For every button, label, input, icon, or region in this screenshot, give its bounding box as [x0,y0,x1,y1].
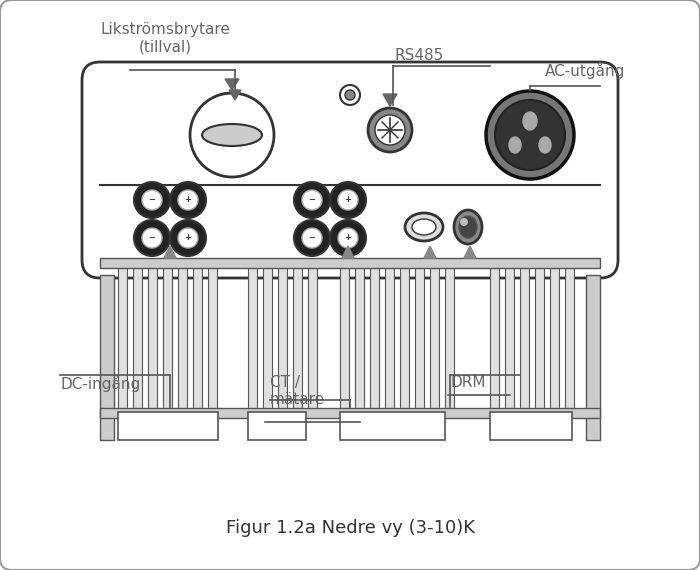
Ellipse shape [412,219,436,235]
Polygon shape [464,246,476,258]
Bar [100,275,114,440]
Bar [148,260,157,410]
Circle shape [330,220,366,256]
Bar [178,260,187,410]
Bar [400,260,409,410]
Bar [293,260,302,410]
Circle shape [294,182,330,218]
Bar [370,260,379,410]
Bar [535,260,544,410]
Circle shape [338,228,358,248]
Circle shape [340,85,360,105]
Polygon shape [229,90,241,100]
Circle shape [134,182,170,218]
Bar [490,260,499,410]
Circle shape [302,190,322,210]
Text: DC-ingång: DC-ingång [60,375,140,392]
Text: RS485: RS485 [395,48,444,63]
Circle shape [330,182,366,218]
Circle shape [170,220,206,256]
Bar [208,260,217,410]
Bar [520,260,529,410]
Bar [550,260,559,410]
Bar [385,260,394,410]
Text: CT /
mätare: CT / mätare [270,375,325,408]
Bar [133,260,142,410]
Bar [445,260,454,410]
Circle shape [345,90,355,100]
Bar [263,260,272,410]
Ellipse shape [454,210,482,244]
Bar [100,408,600,418]
Bar [193,260,202,410]
Text: DRM: DRM [450,375,486,390]
Bar [415,260,424,410]
FancyBboxPatch shape [82,62,618,278]
Text: −: − [309,196,316,205]
Text: +: + [344,196,351,205]
Text: AC-utgång: AC-utgång [545,62,625,79]
Polygon shape [383,94,397,106]
Bar [490,412,572,440]
Circle shape [375,115,405,145]
Circle shape [178,228,198,248]
Circle shape [302,228,322,248]
Circle shape [338,190,358,210]
Bar [163,260,172,410]
Bar [430,260,439,410]
Circle shape [495,100,565,170]
Bar [565,260,574,410]
Bar [505,260,514,410]
Ellipse shape [509,137,521,153]
Circle shape [294,220,330,256]
Ellipse shape [539,137,551,153]
Polygon shape [164,246,176,258]
Circle shape [190,93,274,177]
Ellipse shape [405,213,443,241]
Bar [118,412,218,440]
Text: −: − [309,234,316,242]
Bar [308,260,317,410]
Bar [118,260,127,410]
Bar [340,260,349,410]
Bar [248,412,306,440]
Ellipse shape [459,216,477,238]
Circle shape [486,91,574,179]
Polygon shape [342,246,354,258]
Circle shape [368,108,412,152]
Bar [278,260,287,410]
Circle shape [134,220,170,256]
Circle shape [170,182,206,218]
Circle shape [178,190,198,210]
Text: −: − [148,234,155,242]
Text: Likströmsbrytare
(tillval): Likströmsbrytare (tillval) [100,22,230,54]
Bar [340,412,445,440]
Polygon shape [225,79,239,90]
Text: −: − [148,196,155,205]
Text: +: + [185,234,192,242]
Bar [100,258,600,268]
Bar [355,260,364,410]
Ellipse shape [202,124,262,146]
Ellipse shape [523,112,537,130]
Text: +: + [344,234,351,242]
Bar [248,260,257,410]
Circle shape [142,190,162,210]
Polygon shape [424,246,436,258]
Circle shape [460,218,468,226]
Bar [586,275,600,440]
Text: Figur 1.2a Nedre vy (3-10)K: Figur 1.2a Nedre vy (3-10)K [225,519,475,537]
Text: +: + [185,196,192,205]
Circle shape [142,228,162,248]
